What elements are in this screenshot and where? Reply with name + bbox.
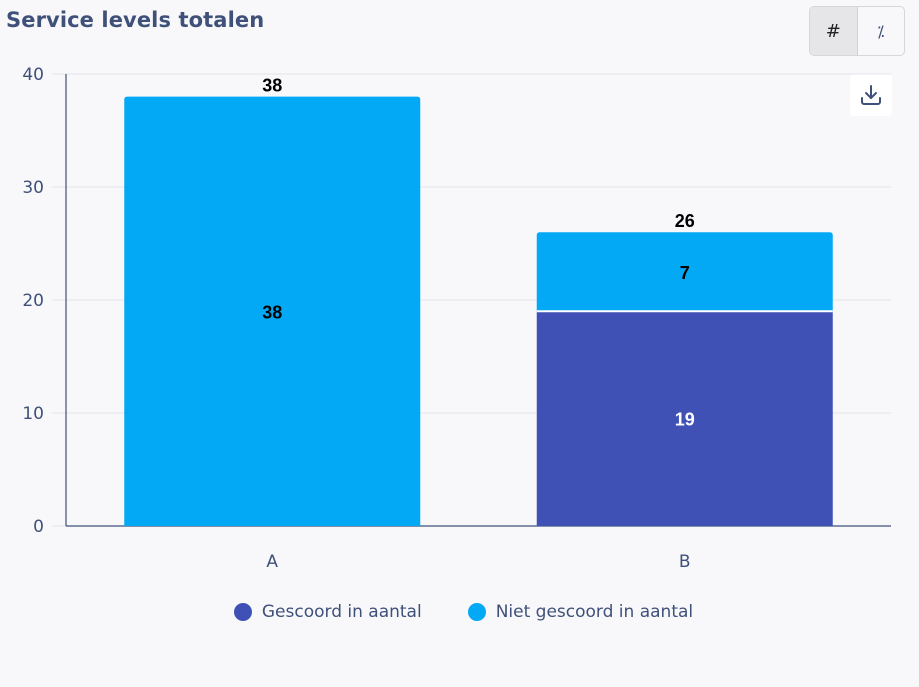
download-icon — [861, 85, 881, 105]
data-label: 38 — [262, 302, 282, 322]
legend-item-scored[interactable]: Gescoord in aantal — [233, 602, 422, 622]
display-mode-toggle[interactable]: # ⁒ — [809, 6, 905, 56]
chart-legend: Gescoord in aantal Niet gescoord in aant… — [0, 602, 919, 622]
x-tick-label: A — [266, 552, 278, 572]
y-tick-label: 20 — [22, 291, 44, 311]
percent-mode-button[interactable]: ⁒ — [877, 21, 885, 41]
download-button[interactable] — [850, 74, 892, 116]
y-tick-label: 10 — [22, 404, 44, 424]
y-tick-label: 30 — [22, 178, 44, 198]
bar-segment-not-scored — [124, 96, 421, 526]
chart-title: Service levels totalen — [6, 8, 265, 32]
bar-segment-not-scored — [536, 232, 833, 312]
legend-dot-scored — [233, 603, 252, 621]
stacked-bar-chart: 01020304003838A19726B — [22, 65, 891, 572]
legend-dot-not-scored — [467, 603, 486, 621]
count-mode-button[interactable]: # — [810, 7, 858, 55]
x-tick-label: B — [679, 552, 691, 572]
data-label: 19 — [675, 410, 695, 430]
y-tick-label: 40 — [22, 65, 44, 85]
y-tick-label: 0 — [33, 517, 44, 537]
total-label: 38 — [262, 76, 282, 96]
legend-label-scored: Gescoord in aantal — [261, 602, 422, 622]
bar-segment-scored — [536, 311, 833, 526]
data-label: 7 — [680, 263, 690, 283]
legend-item-not-scored[interactable]: Niet gescoord in aantal — [467, 602, 694, 622]
total-label: 26 — [675, 211, 695, 231]
legend-label-not-scored: Niet gescoord in aantal — [495, 602, 694, 622]
